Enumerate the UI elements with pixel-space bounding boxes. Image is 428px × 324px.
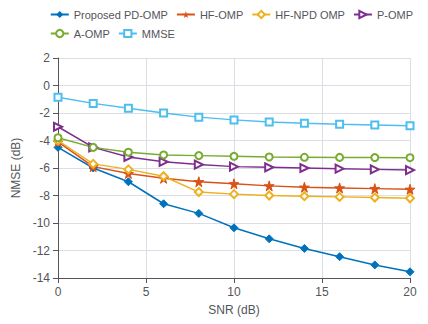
svg-text:MMSE: MMSE (142, 28, 175, 40)
svg-text:HF-OMP: HF-OMP (200, 9, 243, 21)
svg-text:-6: -6 (39, 161, 50, 175)
svg-text:-8: -8 (39, 189, 50, 203)
svg-text:10: 10 (227, 285, 241, 299)
svg-text:0: 0 (55, 285, 62, 299)
svg-text:HF-NPD OMP: HF-NPD OMP (275, 9, 345, 21)
svg-text:-4: -4 (39, 134, 50, 148)
svg-text:A-OMP: A-OMP (74, 28, 110, 40)
svg-text:NMSE (dB): NMSE (dB) (9, 138, 23, 199)
svg-text:-10: -10 (33, 216, 51, 230)
svg-text:-14: -14 (33, 271, 51, 285)
svg-text:P-OMP: P-OMP (377, 9, 413, 21)
svg-text:0: 0 (43, 79, 50, 93)
svg-text:SNR (dB): SNR (dB) (208, 303, 259, 317)
svg-text:5: 5 (143, 285, 150, 299)
svg-text:-12: -12 (33, 244, 51, 258)
svg-text:Proposed PD-OMP: Proposed PD-OMP (74, 9, 168, 21)
svg-text:20: 20 (403, 285, 417, 299)
svg-text:15: 15 (315, 285, 329, 299)
svg-text:-2: -2 (39, 106, 50, 120)
svg-text:2: 2 (43, 51, 50, 65)
